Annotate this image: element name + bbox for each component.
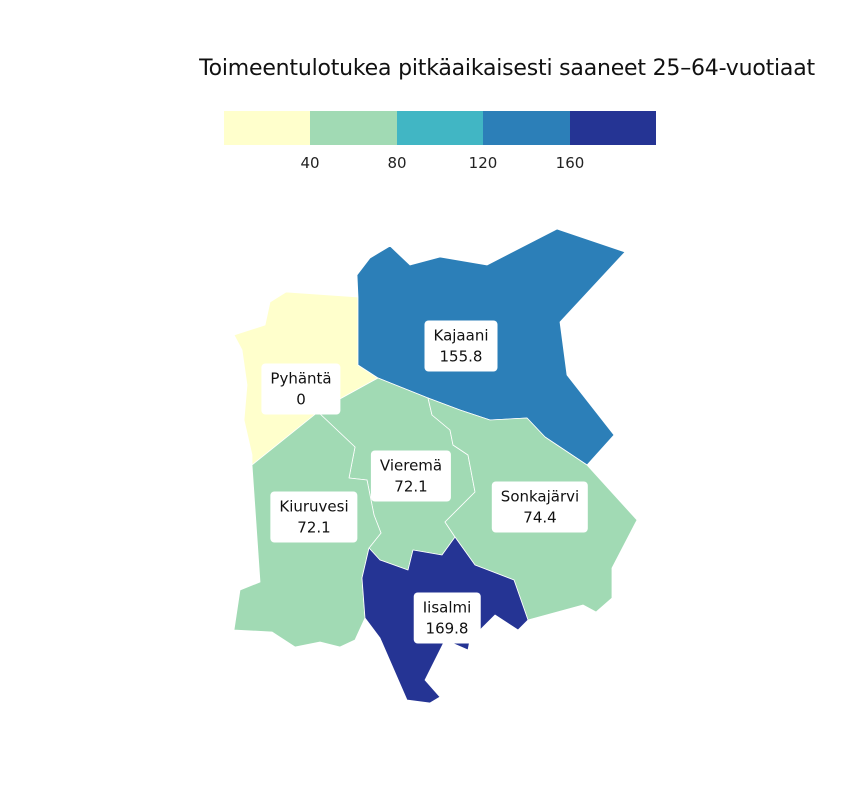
label-kiuruvesi: Kiuruvesi 72.1 bbox=[270, 491, 358, 543]
label-kajaani-name: Kajaani bbox=[433, 326, 489, 345]
legend-tick-80: 80 bbox=[387, 154, 407, 172]
legend-swatch-5 bbox=[569, 111, 657, 145]
map-title: Toimeentulotukea pitkäaikaisesti saaneet… bbox=[199, 56, 815, 81]
label-kajaani-value: 155.8 bbox=[439, 347, 483, 366]
label-iisalmi-value: 169.8 bbox=[425, 619, 469, 638]
legend-swatch-4 bbox=[483, 111, 570, 145]
label-vierema: Vieremä 72.1 bbox=[370, 450, 452, 502]
label-pyhanta: Pyhäntä 0 bbox=[261, 363, 341, 415]
label-sonkajarvi: Sonkajärvi 74.4 bbox=[491, 481, 589, 533]
label-iisalmi-name: Iisalmi bbox=[422, 598, 472, 617]
label-pyhanta-value: 0 bbox=[296, 390, 306, 409]
legend-swatch-2 bbox=[310, 111, 397, 145]
label-iisalmi: Iisalmi 169.8 bbox=[413, 592, 481, 644]
label-vierema-value: 72.1 bbox=[394, 477, 428, 496]
label-kajaani: Kajaani 155.8 bbox=[424, 320, 498, 372]
legend-tick-40: 40 bbox=[300, 154, 320, 172]
legend-swatch-1 bbox=[224, 111, 311, 145]
label-pyhanta-name: Pyhäntä bbox=[270, 369, 332, 388]
label-sonkajarvi-value: 74.4 bbox=[523, 508, 557, 527]
legend-tick-120: 120 bbox=[468, 154, 498, 172]
legend-swatch-3 bbox=[396, 111, 484, 145]
label-sonkajarvi-name: Sonkajärvi bbox=[500, 487, 580, 506]
label-kiuruvesi-value: 72.1 bbox=[297, 518, 331, 537]
label-vierema-name: Vieremä bbox=[379, 456, 443, 475]
label-kiuruvesi-name: Kiuruvesi bbox=[279, 497, 349, 516]
color-legend bbox=[224, 111, 657, 145]
legend-tick-160: 160 bbox=[555, 154, 585, 172]
